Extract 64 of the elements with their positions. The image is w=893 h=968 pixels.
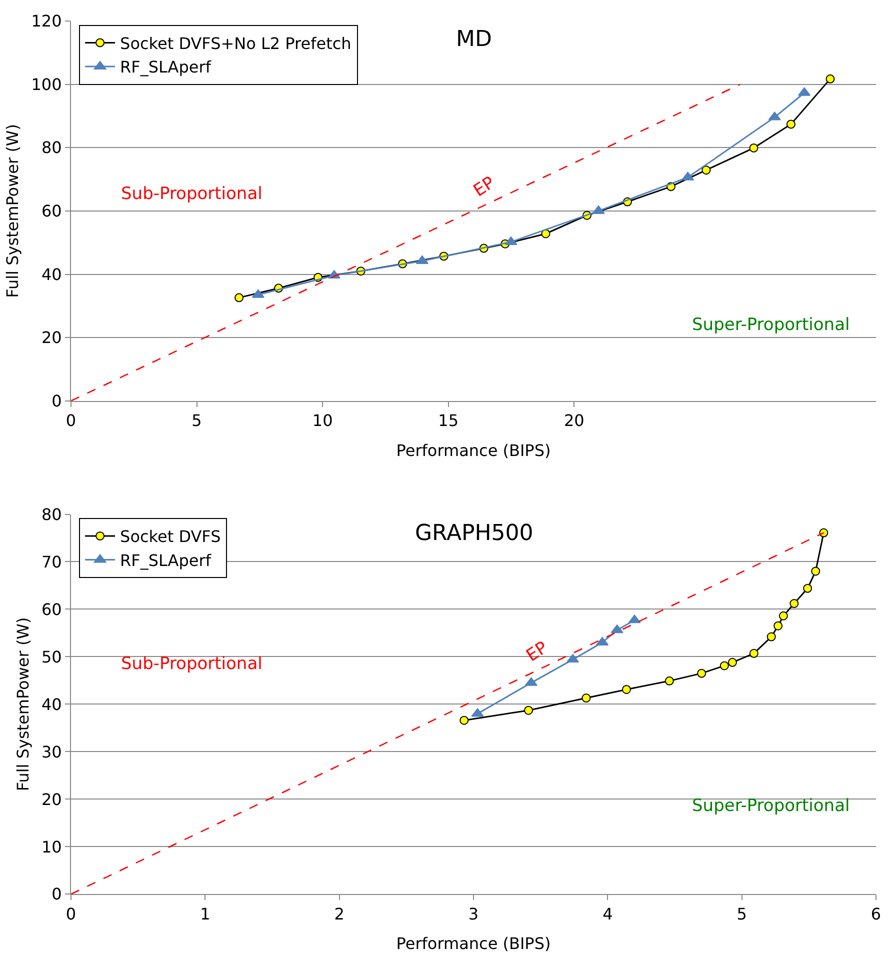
x-axis-title: Performance (BIPS) bbox=[396, 440, 551, 460]
x-axis-title: Performance (BIPS) bbox=[396, 934, 551, 954]
x-tick-label: 10 bbox=[312, 411, 333, 430]
y-axis-title: Full SystemPower (W) bbox=[13, 617, 32, 792]
point bbox=[702, 166, 711, 175]
x-tick-label: 2 bbox=[334, 904, 344, 924]
point bbox=[803, 584, 812, 593]
y-tick-label: 20 bbox=[41, 328, 62, 348]
point bbox=[728, 658, 737, 667]
y-tick-label: 70 bbox=[41, 552, 62, 572]
x-tick-label: 15 bbox=[438, 411, 459, 430]
y-tick-label: 10 bbox=[41, 837, 62, 856]
text: EP bbox=[470, 173, 499, 202]
point bbox=[749, 143, 758, 152]
y-axis-title: Full SystemPower (W) bbox=[3, 124, 22, 298]
x-tick-label: 3 bbox=[468, 904, 479, 924]
y-tick-label: 50 bbox=[41, 647, 62, 666]
annotation: Sub-Proportional bbox=[121, 184, 262, 204]
point bbox=[778, 611, 788, 620]
point bbox=[697, 668, 706, 678]
point bbox=[766, 632, 776, 642]
point bbox=[774, 621, 783, 630]
x-tick-label: 5 bbox=[192, 411, 202, 430]
point bbox=[524, 706, 534, 715]
y-tick-label: 0 bbox=[52, 884, 62, 904]
legend-label: Socket DVFS bbox=[120, 527, 221, 546]
chart-title: GRAPH500 bbox=[415, 521, 534, 546]
x-tick-label: 20 bbox=[564, 411, 584, 430]
y-tick-label: 100 bbox=[31, 74, 62, 94]
y-tick-label: 20 bbox=[41, 790, 62, 809]
y-tick-label: 80 bbox=[41, 138, 62, 158]
y-tick-label: 40 bbox=[41, 264, 62, 284]
point bbox=[664, 676, 674, 686]
y-tick-label: 40 bbox=[41, 694, 62, 714]
point bbox=[622, 684, 631, 694]
annotation: Super-Proportional bbox=[692, 315, 850, 335]
y-tick-label: 60 bbox=[41, 202, 62, 221]
x-tick-label: 6 bbox=[870, 904, 882, 924]
y-tick-label: 80 bbox=[41, 504, 62, 524]
legend-label: RF_SLAperf bbox=[120, 58, 212, 77]
legend-label: RF_SLAperf bbox=[120, 550, 212, 570]
legend-label: Socket DVFS+No L2 Prefetch bbox=[120, 34, 352, 53]
y-tick-label: 30 bbox=[41, 742, 62, 762]
x-tick-label: 0 bbox=[66, 411, 76, 430]
point bbox=[749, 648, 758, 658]
x-tick-label: 0 bbox=[66, 904, 76, 924]
x-tick-label: 5 bbox=[736, 904, 747, 924]
point bbox=[826, 74, 835, 84]
point bbox=[582, 694, 591, 703]
y-tick-label: 60 bbox=[41, 600, 62, 619]
chart-title: MD bbox=[456, 27, 492, 52]
y-tick-label: 0 bbox=[52, 391, 62, 410]
point bbox=[790, 599, 799, 608]
x-tick-label: 4 bbox=[602, 904, 613, 924]
text: EP bbox=[522, 638, 552, 666]
y-tick-label: 120 bbox=[31, 12, 62, 31]
point bbox=[811, 566, 820, 576]
point bbox=[720, 661, 729, 670]
annotation: Sub-Proportional bbox=[121, 654, 262, 674]
annotation: Super-Proportional bbox=[692, 796, 850, 816]
point bbox=[234, 293, 244, 302]
x-tick-label: 1 bbox=[200, 904, 210, 924]
point bbox=[460, 716, 469, 725]
point bbox=[786, 120, 796, 129]
